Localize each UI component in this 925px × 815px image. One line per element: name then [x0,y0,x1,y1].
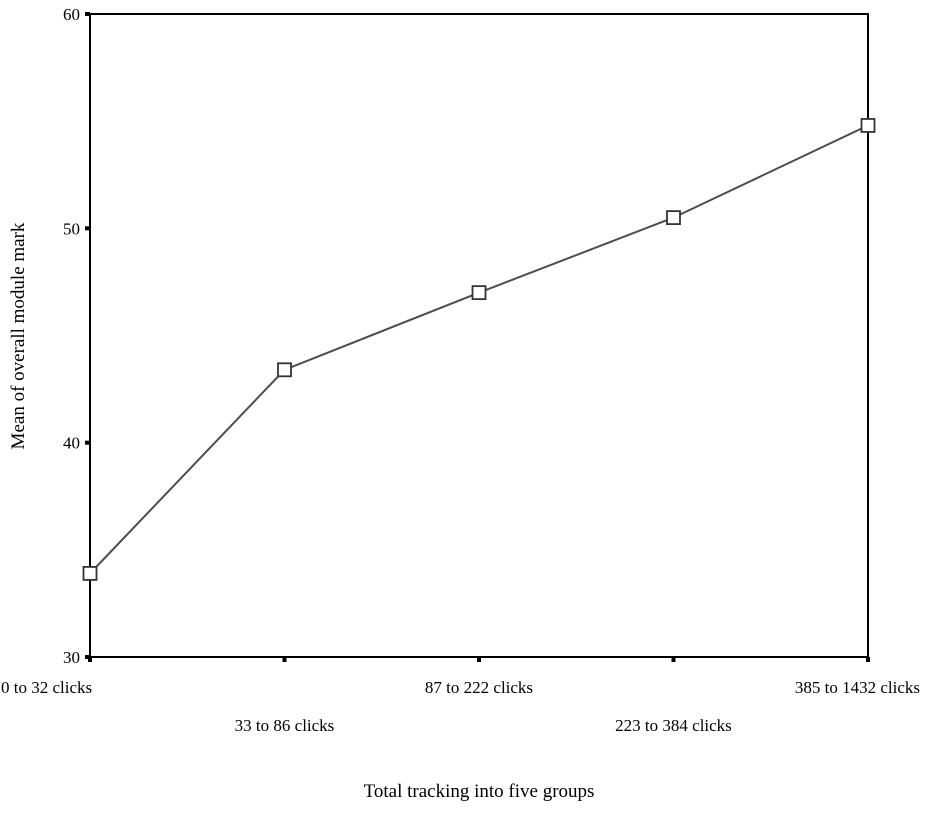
data-point-1 [277,362,292,378]
data-point-2 [471,285,487,301]
x-tick-mark-2 [477,657,481,662]
series-line-0 [89,124,869,575]
y-tick-label-3: 60 [63,5,80,24]
y-tick-mark-0 [85,655,90,659]
y-tick-mark-1 [85,440,90,445]
data-point-3 [666,210,681,226]
data-point-0 [82,566,98,581]
x-tick-mark-1 [282,657,287,662]
data-point-4 [860,118,876,133]
y-tick-label-2: 50 [63,219,80,238]
y-tick-label-1: 40 [63,434,80,453]
x-tick-label-2: 87 to 222 clicks [425,678,533,697]
plot-frame [89,13,869,658]
x-tick-label-1: 33 to 86 clicks [235,716,335,735]
y-axis-ticks: 30 40 50 60 [63,5,90,667]
x-tick-label-4: 385 to 1432 clicks [795,678,920,697]
series-layer [82,118,876,581]
x-axis-ticks: 0 to 32 clicks 33 to 86 clicks 87 to 222 c… [1,657,920,735]
x-tick-label-3: 223 to 384 clicks [615,716,732,735]
y-tick-mark-2 [85,226,90,231]
x-tick-mark-3 [671,657,676,662]
x-tick-label-0: 0 to 32 clicks [1,678,92,697]
y-tick-label-0: 30 [63,648,80,667]
x-axis-title: Total tracking into five groups [364,781,595,802]
x-tick-mark-0 [88,657,92,662]
y-tick-mark-3 [85,12,90,16]
y-axis-title: Mean of overall module mark [8,222,29,449]
x-tick-mark-4 [866,657,870,662]
